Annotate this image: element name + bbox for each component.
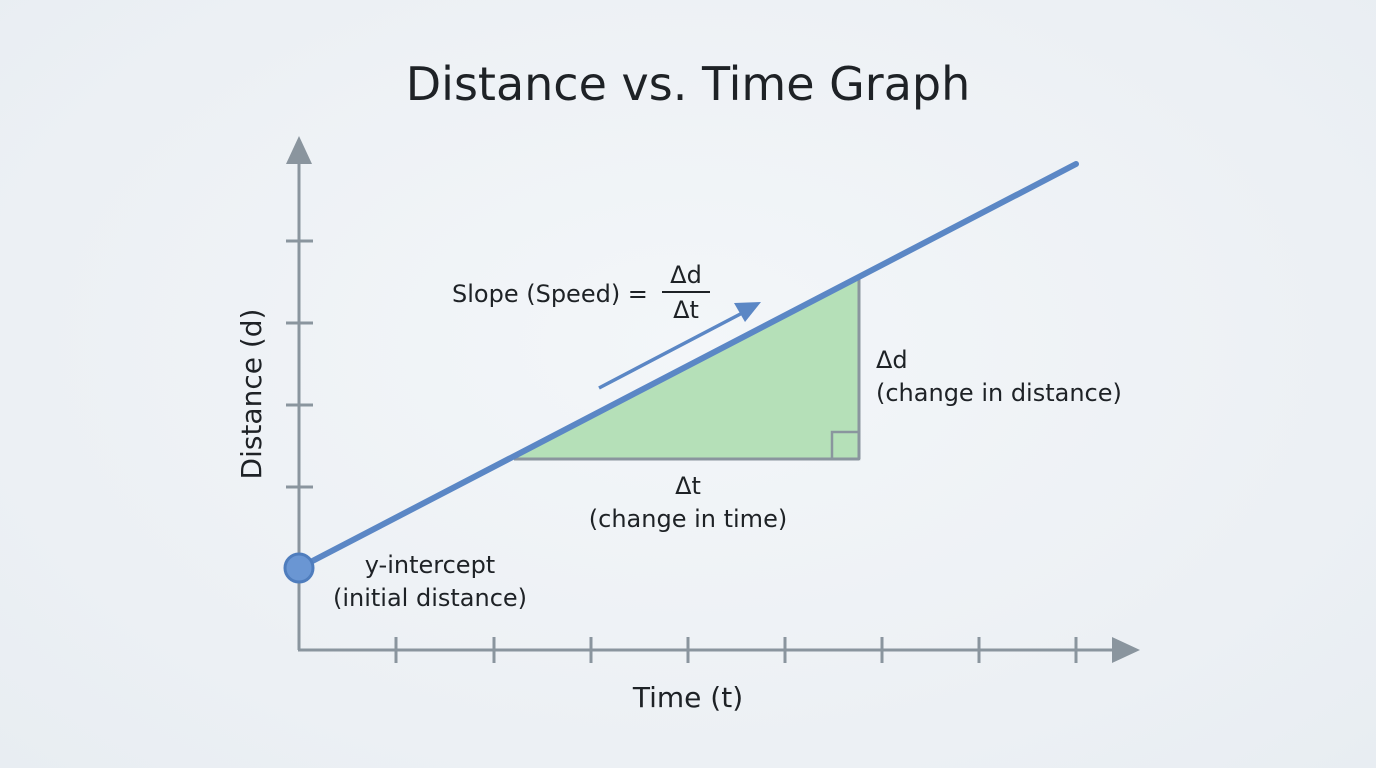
x-axis-title: Time (t): [632, 681, 743, 714]
slope-arrowhead: [734, 302, 761, 322]
slope-denominator: Δt: [673, 296, 699, 324]
right-angle-marker: [830, 430, 861, 461]
intercept-label: y-intercept: [365, 551, 495, 579]
slope-label: Slope (Speed) =: [452, 280, 648, 308]
delta-d-description: (change in distance): [876, 379, 1122, 407]
intercept-description: (initial distance): [333, 584, 527, 612]
distance-time-line: [296, 161, 1079, 571]
delta-t-description: (change in time): [589, 505, 787, 533]
y-intercept-point: [283, 552, 315, 584]
slope-numerator: Δd: [670, 261, 702, 289]
delta-d-symbol: Δd: [876, 346, 908, 374]
x-axis-ticks: [394, 637, 1078, 663]
y-axis-ticks: [286, 239, 313, 489]
x-axis-arrowhead: [1112, 637, 1140, 663]
y-axis-arrowhead: [286, 136, 312, 164]
slope-direction-arrow: [598, 308, 749, 390]
delta-t-symbol: Δt: [675, 472, 701, 500]
diagram-title: Distance vs. Time Graph: [406, 57, 971, 111]
y-axis-title: Distance (d): [235, 309, 268, 480]
